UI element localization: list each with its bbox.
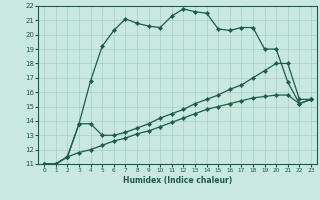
X-axis label: Humidex (Indice chaleur): Humidex (Indice chaleur)	[123, 176, 232, 185]
